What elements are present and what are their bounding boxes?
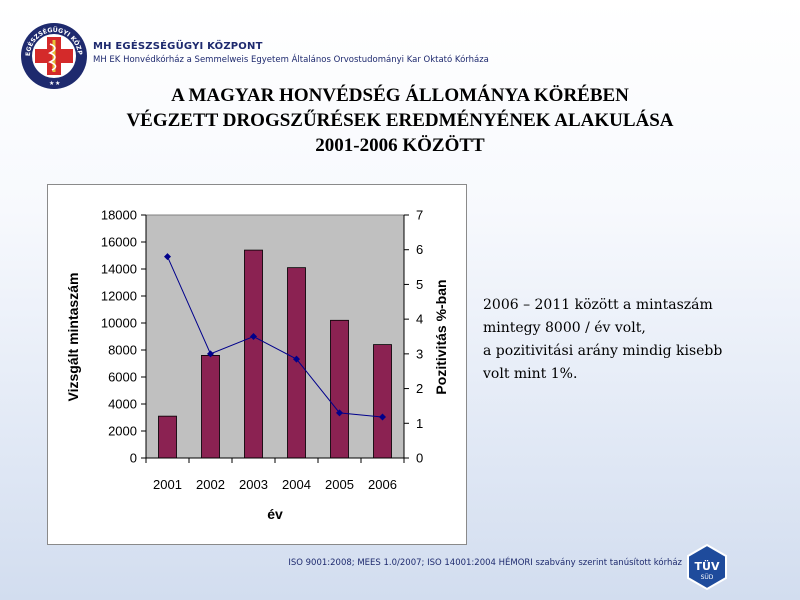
x-tick-label: 2003 xyxy=(239,477,268,492)
y2-tick-label: 7 xyxy=(416,208,423,223)
y-tick-label: 4000 xyxy=(108,397,137,412)
y-tick-label: 0 xyxy=(130,451,137,466)
tuv-badge-bottom: SÜD xyxy=(701,574,714,581)
y2-tick-label: 0 xyxy=(416,451,423,466)
line-point-2006 xyxy=(379,413,386,421)
y-tick-label: 12000 xyxy=(101,289,137,304)
plot-area xyxy=(145,214,405,459)
y-tick-label: 18000 xyxy=(101,208,137,223)
y-tick-label: 6000 xyxy=(108,370,137,385)
chart-svg: 0 2000 4000 6000 8000 10000 12000 14000 16000 180… xyxy=(65,208,449,523)
line-point-2004 xyxy=(293,355,300,363)
y2-tick-label: 4 xyxy=(416,312,423,327)
org-name: MH EGÉSZSÉGÜGYI KÖZPONT xyxy=(93,41,263,52)
x-tick-label: 2002 xyxy=(196,477,225,492)
x-tick-label: 2005 xyxy=(325,477,354,492)
y2-tick-label: 5 xyxy=(416,277,423,292)
x-axis-label: év xyxy=(267,506,283,522)
page-title: A MAGYAR HONVÉDSÉG ÁLLOMÁNYA KÖRÉBEN VÉG… xyxy=(0,83,800,158)
hospital-logo-icon: MH EGÉSZSÉGÜGYI KÖZPONT ★ ★ xyxy=(20,22,87,89)
note-line-2: mintegy 8000 / év volt, xyxy=(483,320,646,336)
bar-2002 xyxy=(201,354,220,459)
note-line-1: 2006 – 2011 között a mintaszám xyxy=(483,297,713,313)
tuv-badge-top: TÜV xyxy=(695,559,720,573)
line-point-2003 xyxy=(250,333,257,340)
y2-tick-label: 3 xyxy=(416,346,423,361)
svg-text:★: ★ xyxy=(49,80,54,87)
title-line-2: VÉGZETT DROGSZŰRÉSEK EREDMÉNYÉNEK ALAKUL… xyxy=(126,110,674,131)
y2-tick-label: 2 xyxy=(416,381,423,396)
bar-2003 xyxy=(244,249,263,459)
bar-2005 xyxy=(330,319,349,459)
bar-2006 xyxy=(373,344,392,459)
title-line-3: 2001-2006 KÖZÖTT xyxy=(315,135,485,156)
bar-2001 xyxy=(158,415,177,459)
positivity-line xyxy=(167,256,383,418)
title-line-1: A MAGYAR HONVÉDSÉG ÁLLOMÁNYA KÖRÉBEN xyxy=(171,85,629,106)
svg-text:★: ★ xyxy=(55,80,60,87)
chart-container: 0 2000 4000 6000 8000 10000 12000 14000 16000 180… xyxy=(47,184,467,545)
note-line-3: a pozitivitási arány mindig kisebb xyxy=(483,343,723,359)
x-tick-label: 2004 xyxy=(282,477,311,492)
line-point-2001 xyxy=(164,253,171,261)
y-tick-label: 14000 xyxy=(101,262,137,277)
x-tick-label: 2006 xyxy=(368,477,397,492)
y-tick-label: 16000 xyxy=(101,235,137,250)
y-tick-label: 8000 xyxy=(108,343,137,358)
y2-axis-label: Pozitivitás %-ban xyxy=(433,279,449,394)
certification-footer: ISO 9001:2008; MEES 1.0/2007; ISO 14001:… xyxy=(288,558,682,568)
tuv-badge-icon: TÜV SÜD xyxy=(687,543,727,591)
y-tick-label: 10000 xyxy=(101,316,137,331)
x-tick-label: 2001 xyxy=(153,477,182,492)
y2-tick-label: 1 xyxy=(416,416,423,431)
y2-tick-label: 6 xyxy=(416,242,423,257)
summary-note: 2006 – 2011 között a mintaszám mintegy 8… xyxy=(483,294,783,386)
y-axis-label: Vizsgált mintaszám xyxy=(65,273,81,402)
line-point-2005 xyxy=(336,409,343,417)
y-tick-label: 2000 xyxy=(108,424,137,439)
note-line-4: volt mint 1%. xyxy=(483,366,578,382)
bar-2004 xyxy=(287,267,306,459)
line-point-2002 xyxy=(207,350,214,358)
org-subtitle: MH EK Honvédkórház a Semmelweis Egyetem … xyxy=(93,55,489,65)
